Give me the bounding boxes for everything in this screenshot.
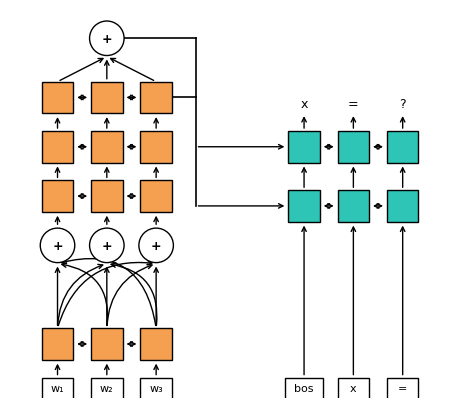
Text: w₃: w₃: [149, 383, 163, 393]
FancyBboxPatch shape: [42, 328, 73, 360]
FancyBboxPatch shape: [337, 132, 369, 163]
FancyBboxPatch shape: [91, 83, 123, 114]
Circle shape: [40, 229, 75, 263]
FancyBboxPatch shape: [387, 378, 419, 399]
Text: ?: ?: [400, 97, 406, 111]
FancyBboxPatch shape: [140, 328, 172, 360]
Text: w₂: w₂: [100, 383, 114, 393]
Text: x: x: [301, 97, 308, 111]
Text: +: +: [151, 239, 162, 252]
FancyBboxPatch shape: [140, 132, 172, 163]
FancyBboxPatch shape: [140, 378, 172, 399]
FancyBboxPatch shape: [288, 190, 320, 222]
Text: +: +: [101, 239, 112, 252]
FancyBboxPatch shape: [42, 83, 73, 114]
FancyBboxPatch shape: [91, 328, 123, 360]
FancyBboxPatch shape: [140, 83, 172, 114]
FancyBboxPatch shape: [387, 132, 419, 163]
FancyBboxPatch shape: [91, 181, 123, 212]
FancyBboxPatch shape: [42, 181, 73, 212]
FancyBboxPatch shape: [91, 132, 123, 163]
FancyBboxPatch shape: [42, 378, 73, 399]
Circle shape: [139, 229, 173, 263]
FancyBboxPatch shape: [91, 378, 123, 399]
Circle shape: [90, 229, 124, 263]
Text: w₁: w₁: [51, 383, 64, 393]
FancyBboxPatch shape: [387, 190, 419, 222]
Text: bos: bos: [294, 383, 314, 393]
FancyBboxPatch shape: [337, 378, 369, 399]
FancyBboxPatch shape: [337, 190, 369, 222]
Text: =: =: [398, 383, 407, 393]
FancyBboxPatch shape: [140, 181, 172, 212]
Text: +: +: [52, 239, 63, 252]
FancyBboxPatch shape: [288, 132, 320, 163]
Text: x: x: [350, 383, 356, 393]
FancyBboxPatch shape: [42, 132, 73, 163]
Text: =: =: [348, 97, 359, 111]
Text: +: +: [101, 33, 112, 46]
Circle shape: [90, 22, 124, 57]
FancyBboxPatch shape: [285, 378, 323, 399]
